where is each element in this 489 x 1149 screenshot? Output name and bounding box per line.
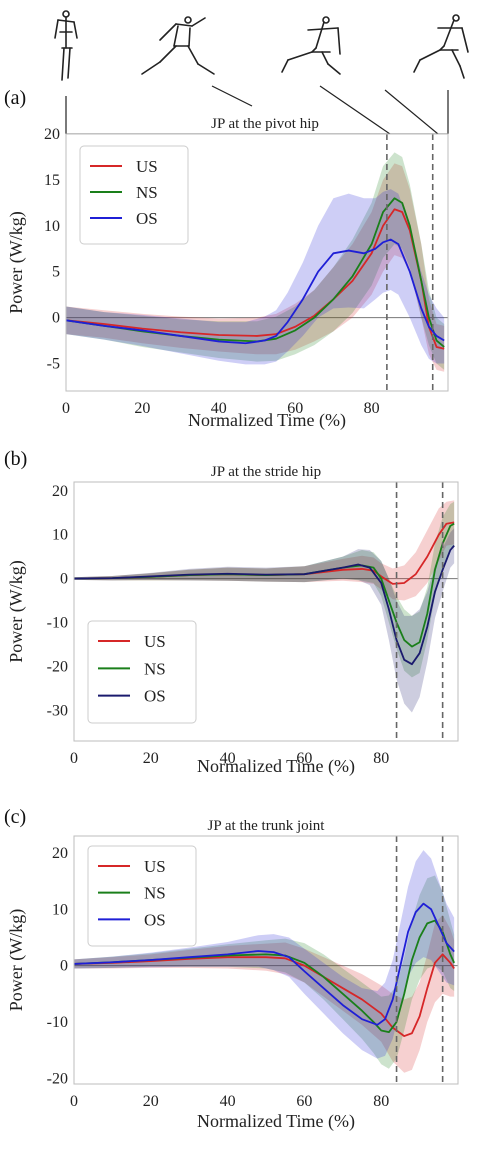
- x-tick-label: 20: [134, 400, 150, 417]
- stick-figure-phase-4: [413, 14, 469, 79]
- y-tick-label: 0: [60, 571, 68, 588]
- y-axis-label: Power (W/kg): [6, 909, 27, 1011]
- line-OS: [65, 238, 445, 345]
- panel-label: (c): [4, 806, 26, 828]
- x-tick-label: 0: [70, 1093, 78, 1110]
- y-tick-label: 10: [52, 901, 68, 918]
- x-tick-label: 60: [287, 400, 303, 417]
- y-tick-label: 5: [52, 264, 60, 281]
- y-tick-label: 10: [44, 218, 60, 235]
- legend: US NS OS: [79, 145, 189, 245]
- band-OS: [66, 189, 445, 365]
- legend: US NS OS: [87, 845, 197, 947]
- x-tick-label: 40: [220, 1093, 236, 1110]
- legend-label-OS: OS: [144, 910, 166, 929]
- plot-frame: [73, 481, 459, 742]
- band-US: [66, 163, 445, 372]
- y-axis-label: Power (W/kg): [6, 560, 27, 662]
- chart-panel-2: 0 20 40 60 80 20 10 0 -10 -20 -30 JP at the stride …: [4, 448, 459, 777]
- legend-label-US: US: [144, 857, 166, 876]
- x-tick-label: 40: [211, 400, 227, 417]
- x-tick-label: 20: [143, 1093, 159, 1110]
- legend-label-OS: OS: [144, 687, 166, 706]
- line-NS: [73, 919, 455, 1034]
- legend-label-NS: NS: [144, 884, 166, 903]
- plot-frame: [65, 133, 449, 392]
- stick-figure-phase-3: [281, 16, 341, 75]
- plot-frame: [73, 835, 459, 1085]
- x-tick-label: 40: [220, 750, 236, 767]
- x-axis-label: Normalized Time (%): [197, 756, 355, 777]
- y-tick-label: 20: [52, 845, 68, 862]
- legend-label-NS: NS: [136, 183, 158, 202]
- line-OS: [73, 545, 455, 666]
- legend-label-OS: OS: [136, 209, 158, 228]
- line-US: [73, 953, 455, 1037]
- y-tick-label: -30: [47, 702, 68, 719]
- x-tick-label: 80: [364, 400, 380, 417]
- legend-label-US: US: [144, 632, 166, 651]
- x-tick-label: 0: [62, 400, 70, 417]
- y-tick-label: 0: [52, 310, 60, 327]
- y-tick-label: -10: [47, 614, 68, 631]
- x-axis-label: Normalized Time (%): [188, 410, 346, 431]
- stick-figure-phase-2: [141, 16, 215, 75]
- panel-label: (a): [4, 87, 26, 109]
- x-tick-label: 80: [373, 750, 389, 767]
- x-axis-label: Normalized Time (%): [197, 1111, 355, 1132]
- y-tick-label: 20: [52, 483, 68, 500]
- y-tick-label: -20: [47, 658, 68, 675]
- y-tick-label: -10: [47, 1014, 68, 1031]
- y-tick-label: 0: [60, 958, 68, 975]
- line-OS: [73, 902, 455, 1026]
- y-tick-label: 10: [52, 527, 68, 544]
- band-NS: [74, 501, 455, 678]
- x-tick-label: 60: [296, 1093, 312, 1110]
- chart-title: JP at the trunk joint: [208, 818, 326, 834]
- x-tick-label: 20: [143, 750, 159, 767]
- y-tick-label: -5: [47, 355, 60, 372]
- y-tick-label: 20: [44, 126, 60, 143]
- band-NS: [66, 152, 445, 370]
- chart-title: JP at the pivot hip: [211, 116, 319, 132]
- legend: US NS OS: [87, 620, 197, 724]
- legend-label-NS: NS: [144, 659, 166, 678]
- legend-box: [79, 145, 189, 245]
- chart-panel-1: 0 20 40 60 80 20 15 10 5 0 -5 JP at the pivot hip (a…: [4, 87, 449, 431]
- legend-label-US: US: [136, 157, 158, 176]
- band-OS: [74, 528, 455, 713]
- x-tick-label: 80: [373, 1093, 389, 1110]
- y-tick-label: -20: [47, 1070, 68, 1087]
- chart-title: JP at the stride hip: [211, 464, 321, 480]
- panel-label: (b): [4, 448, 27, 470]
- x-tick-label: 60: [296, 750, 312, 767]
- chart-panel-3: 0 20 40 60 80 20 10 0 -10 -20 JP at the trunk join…: [4, 806, 459, 1132]
- band-US: [74, 914, 455, 1073]
- legend-box: [87, 845, 197, 947]
- y-axis-label: Power (W/kg): [6, 211, 27, 313]
- band-NS: [74, 875, 455, 1069]
- stick-figure-phase-1: [54, 10, 78, 81]
- y-tick-label: 15: [44, 172, 60, 189]
- x-tick-label: 0: [70, 750, 78, 767]
- legend-box: [87, 620, 197, 724]
